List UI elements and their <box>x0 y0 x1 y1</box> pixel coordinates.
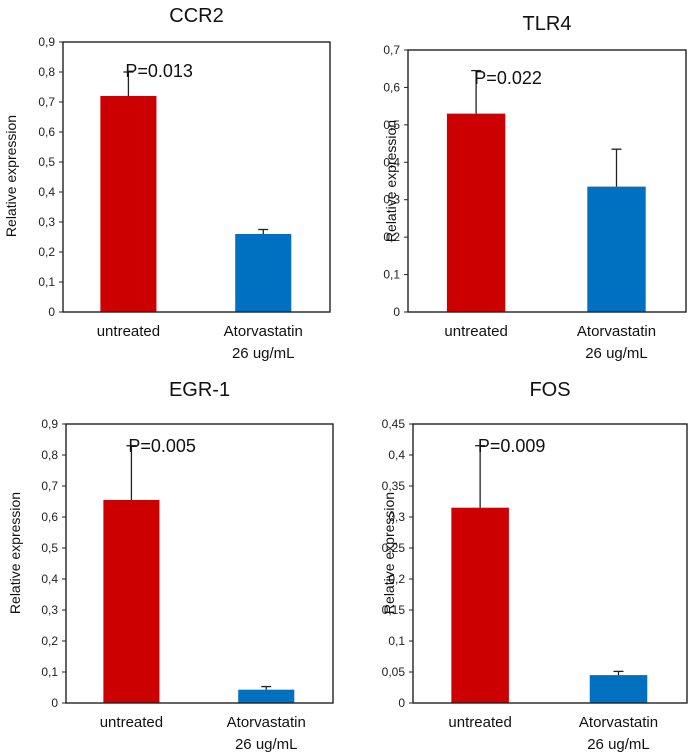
tlr4-xtick-label: untreated <box>444 323 507 340</box>
tlr4-ytick-label: 0,1 <box>383 268 400 282</box>
egr1-bar-untreated <box>103 499 160 703</box>
egr1-ytick-label: 0,4 <box>41 572 58 586</box>
fos-chart: FOS 0 0,05 0,1 0,15 0,2 0,25 0,3 0,35 0,4 0,45 Rela… <box>381 379 688 753</box>
ccr2-title: CCR2 <box>169 5 223 27</box>
fos-ytick-label: 0,25 <box>382 541 406 555</box>
fos-ytick-label: 0,3 <box>388 510 405 524</box>
egr1-ytick-label: 0 <box>51 696 58 710</box>
ccr2-chart: CCR2 0 0,1 0,2 0,3 0,4 0,5 0,6 0,7 0,8 0,9 Relative… <box>3 5 331 362</box>
ccr2-ytick-label: 0,2 <box>38 245 55 259</box>
fos-ytick-label: 0,15 <box>382 603 406 617</box>
ccr2-xtick-label: Atorvastatin <box>224 323 303 340</box>
egr1-bar-atorvastatin <box>238 689 295 703</box>
egr1-plot-frame <box>65 423 334 704</box>
fos-ytick-label: 0,2 <box>388 572 405 586</box>
ccr2-ytick-label: 0,1 <box>38 275 55 289</box>
ccr2-bar-atorvastatin <box>235 234 292 312</box>
fos-title: FOS <box>529 379 570 401</box>
ccr2-ytick-label: 0,9 <box>38 35 55 49</box>
fos-plot-frame <box>412 423 688 704</box>
tlr4-ytick-label: 0,7 <box>383 43 400 57</box>
ccr2-ytick-label: 0,7 <box>38 95 55 109</box>
fos-ytick-label: 0,1 <box>388 634 405 648</box>
egr1-ytick-label: 0,3 <box>41 603 58 617</box>
egr1-ytick-label: 0,6 <box>41 510 58 524</box>
egr1-xtick-label: 26 ug/mL <box>235 736 298 753</box>
tlr4-ytick-label: 0,2 <box>383 230 400 244</box>
ccr2-ytick-label: 0,6 <box>38 125 55 139</box>
tlr4-bar-untreated <box>446 113 506 312</box>
tlr4-chart: TLR4 0 0,1 0,2 0,3 0,4 0,5 0,6 0,7 Relative expre… <box>383 13 687 362</box>
ccr2-xtick-label: untreated <box>97 323 160 340</box>
fos-bar-atorvastatin <box>589 675 648 703</box>
ccr2-error-bar-atorvastatin <box>258 228 269 234</box>
egr1-ytick-label: 0,1 <box>41 665 58 679</box>
ccr2-bar-untreated <box>100 96 157 312</box>
ccr2-ytick-label: 0,5 <box>38 155 55 169</box>
egr1-title: EGR-1 <box>169 379 230 401</box>
egr1-xtick-label: Atorvastatin <box>227 714 306 731</box>
tlr4-ytick-label: 0,3 <box>383 193 400 207</box>
tlr4-ytick-label: 0,6 <box>383 80 400 94</box>
egr1-ytick-label: 0,8 <box>41 448 58 462</box>
egr1-ylabel: Relative expression <box>7 492 23 614</box>
tlr4-ytick-label: 0,4 <box>383 155 400 169</box>
egr1-ytick-label: 0,2 <box>41 634 58 648</box>
ccr2-plot-frame <box>62 41 331 313</box>
ccr2-error-bar-untreated <box>123 71 134 96</box>
fos-xtick-label: 26 ug/mL <box>587 736 650 753</box>
egr1-error-bar-untreated <box>126 445 137 500</box>
tlr4-xtick-label: Atorvastatin <box>577 323 656 340</box>
ccr2-ytick-label: 0,3 <box>38 215 55 229</box>
ccr2-ytick-label: 0,4 <box>38 185 55 199</box>
tlr4-bar-atorvastatin <box>587 186 646 312</box>
fos-ytick-label: 0,05 <box>382 665 406 679</box>
tlr4-error-bar-untreated <box>471 69 482 114</box>
egr1-chart: EGR-1 0 0,1 0,2 0,3 0,4 0,5 0,6 0,7 0,8 0,9 Relativ… <box>7 379 334 753</box>
fos-ytick-label: 0,45 <box>382 417 406 431</box>
ccr2-ytick-label: 0 <box>48 305 55 319</box>
fos-xtick-label: untreated <box>448 714 511 731</box>
tlr4-p-value: P=0.022 <box>474 68 542 88</box>
tlr4-title: TLR4 <box>523 13 572 35</box>
fos-error-bar-untreated <box>475 445 486 508</box>
ccr2-ytick-label: 0,8 <box>38 65 55 79</box>
fos-ytick-label: 0,4 <box>388 448 405 462</box>
fos-xtick-label: Atorvastatin <box>579 714 658 731</box>
tlr4-error-bar-atorvastatin <box>611 148 622 187</box>
tlr4-ylabel: Relative expression <box>383 120 399 242</box>
tlr4-ytick-label: 0,5 <box>383 118 400 132</box>
tlr4-ytick-label: 0 <box>393 305 400 319</box>
ccr2-p-value: P=0.013 <box>125 61 193 81</box>
tlr4-xtick-label: 26 ug/mL <box>585 345 648 362</box>
fos-ylabel: Relative expression <box>381 492 397 614</box>
fos-p-value: P=0.009 <box>478 436 546 456</box>
tlr4-plot-frame <box>407 49 687 313</box>
fos-ytick-label: 0,35 <box>382 479 406 493</box>
egr1-ytick-label: 0,5 <box>41 541 58 555</box>
fos-error-bar-atorvastatin <box>613 670 624 676</box>
egr1-error-bar-atorvastatin <box>261 685 272 690</box>
egr1-ytick-label: 0,9 <box>41 417 58 431</box>
ccr2-xtick-label: 26 ug/mL <box>232 345 295 362</box>
egr1-ytick-label: 0,7 <box>41 479 58 493</box>
egr1-p-value: P=0.005 <box>128 436 196 456</box>
fos-bar-untreated <box>451 507 509 703</box>
fos-ytick-label: 0 <box>398 696 405 710</box>
ccr2-ylabel: Relative expression <box>3 115 19 237</box>
egr1-xtick-label: untreated <box>100 714 163 731</box>
